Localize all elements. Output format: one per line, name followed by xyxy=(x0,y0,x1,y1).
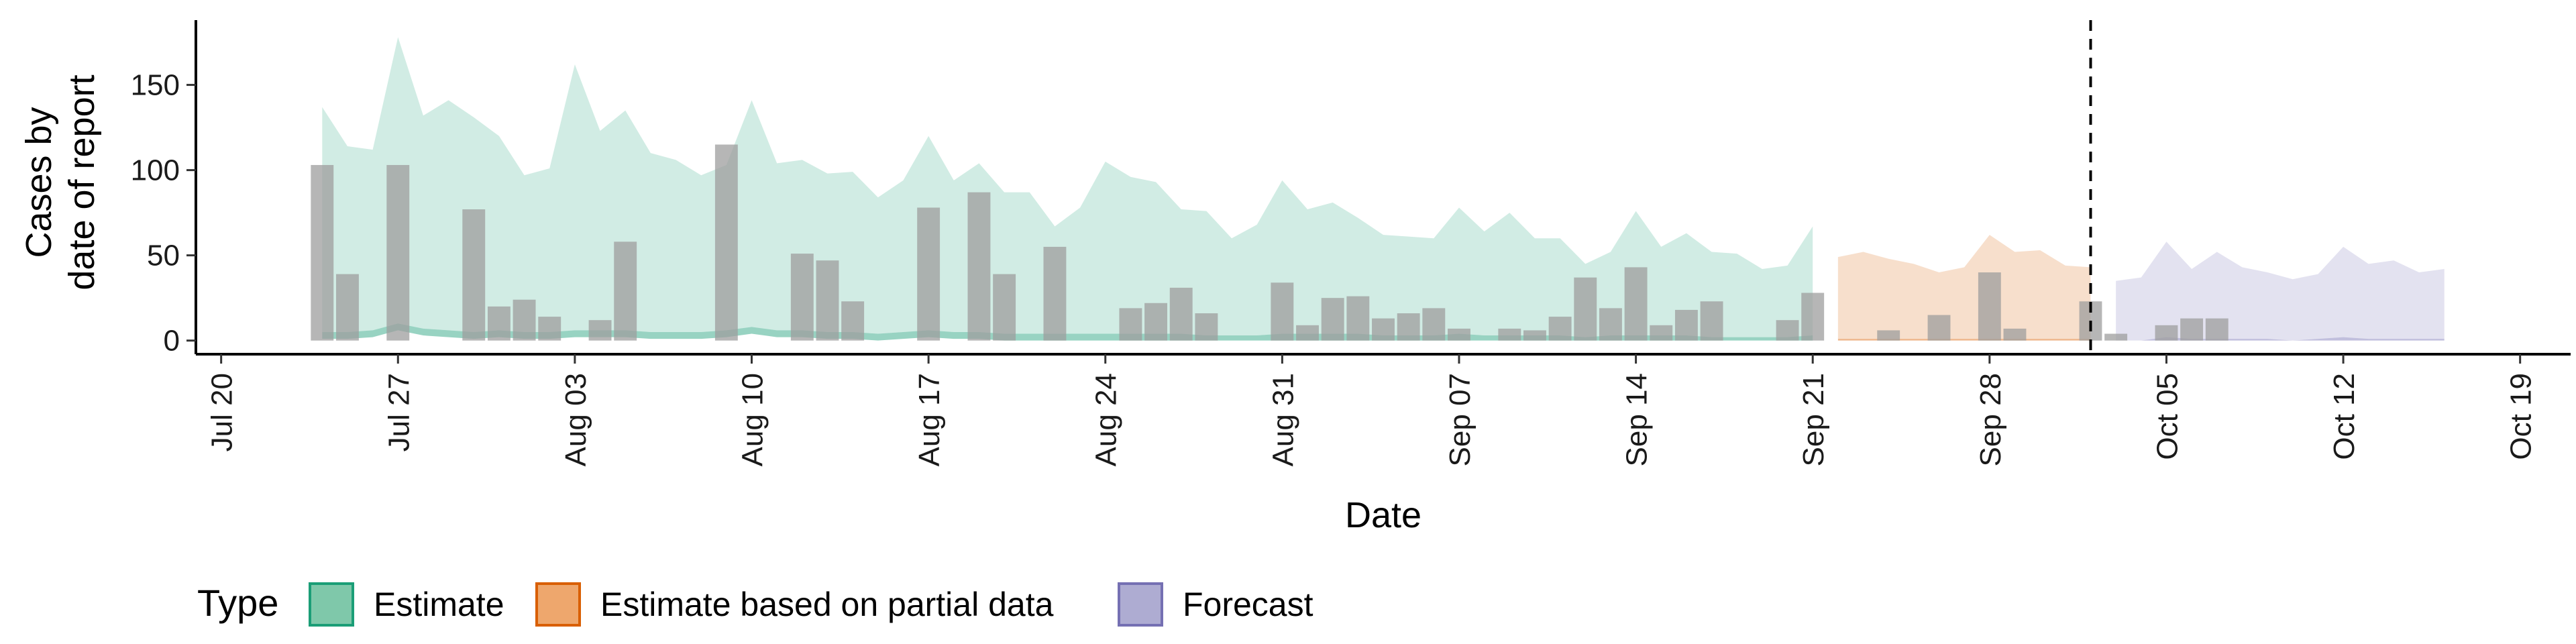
case-bar xyxy=(1498,328,1521,341)
case-bar xyxy=(1296,325,1319,341)
case-bar xyxy=(1978,272,2001,341)
x-tick-label: Aug 17 xyxy=(913,373,946,466)
case-bar xyxy=(1144,303,1168,341)
case-bar xyxy=(841,301,865,341)
forecast-ribbon-outer xyxy=(2116,241,2445,341)
case-bar xyxy=(487,306,511,341)
case-bar xyxy=(1927,315,1951,341)
case-bar xyxy=(1448,328,1470,341)
case-bar xyxy=(1397,313,1420,341)
legend-title: Type xyxy=(197,582,278,624)
x-tick-label: Oct 19 xyxy=(2505,373,2538,460)
legend: Type Estimate Estimate based on partial d… xyxy=(197,582,1313,627)
case-bar xyxy=(336,274,359,341)
case-bar xyxy=(2104,333,2128,341)
y-tick-label: 150 xyxy=(131,69,180,102)
case-bar xyxy=(1271,282,1294,341)
x-tick-label: Sep 07 xyxy=(1444,373,1477,466)
case-bar xyxy=(1548,317,1572,341)
case-bar xyxy=(2180,318,2204,341)
case-bar xyxy=(1119,308,1142,341)
y-axis-title-line-2: date of report xyxy=(62,74,102,290)
case-bar xyxy=(1195,313,1218,341)
case-bar xyxy=(2205,318,2229,341)
x-axis-title: Date xyxy=(1345,495,1421,535)
legend-label-forecast: Forecast xyxy=(1183,586,1313,623)
case-bar xyxy=(1523,330,1546,341)
y-ticks: 0 50 100 150 xyxy=(131,69,196,358)
case-bar xyxy=(1624,267,1648,341)
reported-case-bars xyxy=(311,144,2229,341)
case-bar xyxy=(386,164,410,341)
y-axis-title-line-1: Cases by xyxy=(19,107,59,258)
y-tick-label: 50 xyxy=(147,239,180,272)
case-bar xyxy=(538,317,561,341)
x-tick-label: Aug 10 xyxy=(737,373,769,466)
case-bar xyxy=(1877,330,1900,341)
case-bar xyxy=(1650,325,1673,341)
x-tick-label: Aug 24 xyxy=(1090,373,1123,466)
x-tick-label: Sep 21 xyxy=(1797,373,1830,466)
case-bar xyxy=(917,207,941,341)
case-bar xyxy=(714,144,738,341)
case-bar xyxy=(1346,296,1370,341)
case-bar xyxy=(1801,292,1825,341)
case-bar xyxy=(1574,277,1597,341)
case-bar xyxy=(1169,287,1193,341)
x-tick-label: Oct 05 xyxy=(2151,373,2184,460)
case-bar xyxy=(1422,308,1446,341)
axes xyxy=(195,20,2571,356)
ribbons xyxy=(322,37,2445,341)
legend-key-estimate xyxy=(309,582,354,627)
case-bar xyxy=(614,241,637,341)
x-tick-label: Aug 31 xyxy=(1267,373,1299,466)
case-bar xyxy=(1043,246,1067,341)
x-tick-label: Jul 20 xyxy=(206,373,239,451)
case-bar xyxy=(1776,320,1799,341)
case-bar xyxy=(462,209,486,341)
case-bar xyxy=(311,164,334,341)
x-tick-label: Sep 14 xyxy=(1621,373,1654,466)
estimate-based-on-partial-data-ribbon-outer xyxy=(1837,235,2091,339)
case-bar xyxy=(816,260,839,341)
case-bar xyxy=(588,320,612,341)
estimate-based-on-partial-data-ribbon-inner xyxy=(1837,339,2091,341)
case-bar xyxy=(1372,318,1395,341)
y-tick-label: 0 xyxy=(164,325,180,358)
x-tick-label: Sep 28 xyxy=(1974,373,2007,466)
legend-key-forecast xyxy=(1118,582,1163,627)
legend-label-estimate-based-on-partial-data: Estimate based on partial data xyxy=(600,586,1054,623)
case-bar xyxy=(967,192,991,341)
case-bar xyxy=(1700,301,1723,341)
case-bar xyxy=(790,254,814,341)
estimate-ribbon-outer xyxy=(322,37,1813,337)
x-tick-label: Aug 03 xyxy=(559,373,592,466)
legend-label-estimate: Estimate xyxy=(374,586,504,623)
x-tick-label: Jul 27 xyxy=(382,373,415,451)
case-bar xyxy=(513,299,536,341)
case-bar xyxy=(2155,325,2178,341)
case-bar xyxy=(1599,308,1622,341)
y-tick-label: 100 xyxy=(131,154,180,187)
case-bar xyxy=(1321,298,1344,341)
case-bar xyxy=(1674,309,1698,341)
case-bar xyxy=(993,274,1016,341)
case-bar xyxy=(2003,328,2027,341)
x-ticks: Jul 20 Jul 27 Aug 03 Aug 10 Aug 17 Aug 24 Aug … xyxy=(206,354,2538,466)
legend-key-estimate-based-on-partial-data xyxy=(535,582,581,627)
x-tick-label: Oct 12 xyxy=(2328,373,2361,460)
